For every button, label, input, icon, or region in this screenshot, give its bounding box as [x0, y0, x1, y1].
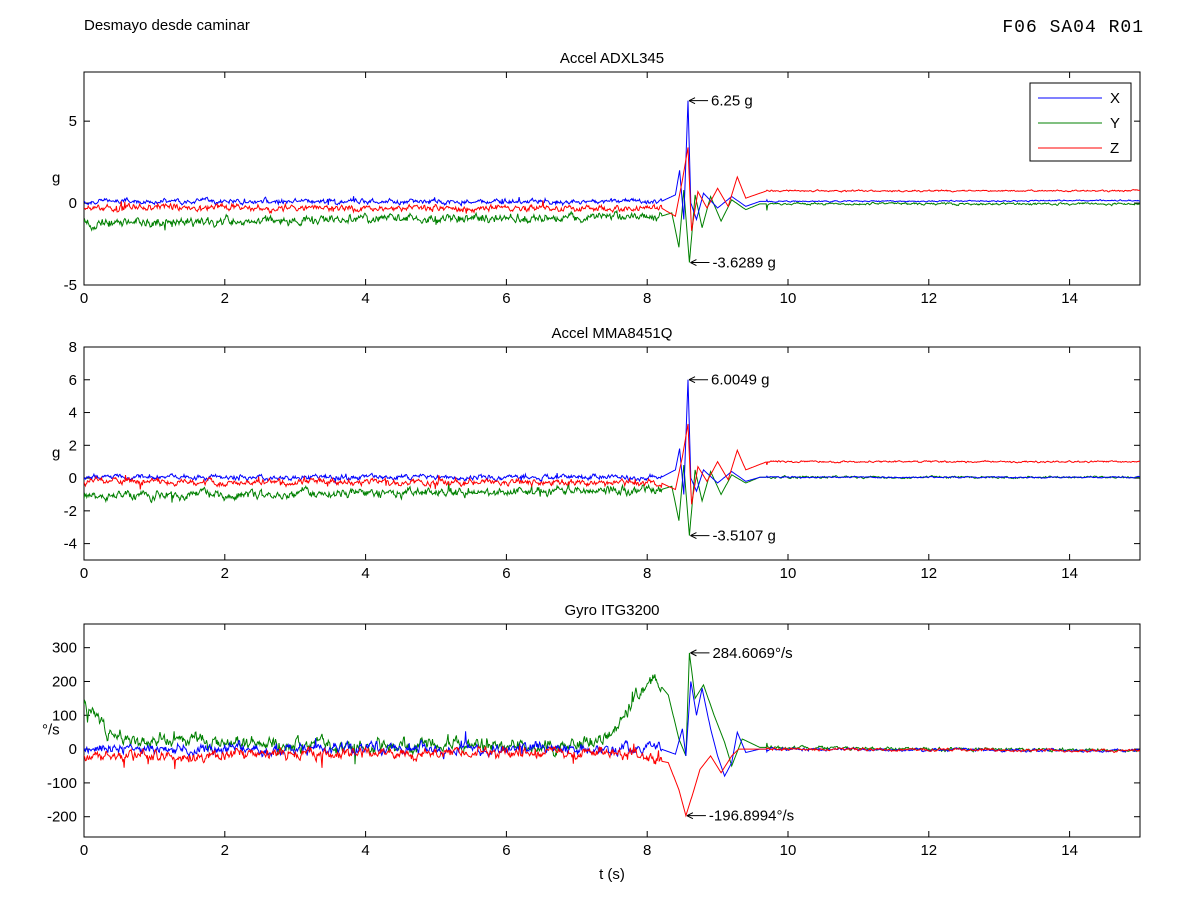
x-axis-label: t (s): [599, 866, 625, 883]
y-tick-label: 0: [69, 741, 77, 758]
y-tick-label: 8: [69, 339, 77, 356]
y-tick-label: -5: [64, 277, 77, 294]
series-line-x: [84, 379, 1140, 495]
y-tick-label: 100: [52, 707, 77, 724]
annotation-2: -3.6289 g: [690, 255, 776, 272]
annotation-arrowhead: [686, 812, 694, 820]
legend-label: X: [1110, 90, 1120, 107]
y-axis-label: g: [52, 445, 60, 462]
chart-title: Accel ADXL345: [560, 50, 664, 67]
annotation-2: -196.8994°/s: [686, 808, 794, 825]
series-line-z: [84, 743, 1140, 818]
annotation-2: -3.5107 g: [690, 528, 776, 545]
annotation-1: 6.0049 g: [688, 372, 769, 389]
x-tick-label: 4: [361, 565, 369, 582]
series-line-z: [84, 423, 1140, 505]
annotation-label: 6.0049 g: [711, 372, 769, 389]
y-tick-label: -2: [64, 503, 77, 520]
x-tick-label: 4: [361, 290, 369, 307]
series-line-y: [84, 189, 1140, 263]
figure-code: F06 SA04 R01: [1002, 18, 1144, 38]
annotation-label: -3.6289 g: [712, 255, 775, 272]
x-tick-label: 8: [643, 290, 651, 307]
x-tick-label: 2: [221, 565, 229, 582]
annotation-arrowhead: [688, 376, 696, 384]
y-tick-label: 5: [69, 113, 77, 130]
series-line-z: [84, 147, 1140, 231]
plot-area: [83, 71, 1141, 286]
annotation-arrowhead: [688, 97, 696, 105]
annotation-arrowhead: [690, 532, 697, 540]
annotation-label: -3.5107 g: [712, 528, 775, 545]
x-tick-label: 6: [502, 290, 510, 307]
series-line-y: [84, 464, 1140, 536]
x-tick-label: 0: [80, 290, 88, 307]
x-tick-label: 8: [643, 565, 651, 582]
y-axis-label: °/s: [42, 722, 60, 739]
chart-panel-3: Gyro ITG3200 0 2 4 6 8 10 12 14 -200 -100 0 100 200 30…: [42, 602, 1141, 883]
annotation-1: 6.25 g: [688, 93, 753, 110]
x-tick-label: 14: [1061, 842, 1078, 859]
plot-area: [83, 623, 1141, 838]
y-tick-label: 200: [52, 673, 77, 690]
y-tick-label: -200: [47, 809, 77, 826]
chart-title: Gyro ITG3200: [564, 602, 659, 619]
legend: XYZ: [1029, 82, 1132, 162]
annotation-arrowhead: [690, 259, 697, 266]
y-tick-label: 4: [69, 405, 77, 422]
y-tick-label: 0: [69, 195, 77, 212]
y-axis-label: g: [52, 170, 60, 187]
series-line-x: [84, 100, 1140, 222]
annotation-arrowhead: [690, 649, 697, 657]
x-tick-label: 14: [1061, 565, 1078, 582]
chart-title: Accel MMA8451Q: [552, 325, 673, 342]
x-tick-label: 2: [221, 290, 229, 307]
x-tick-label: 10: [780, 290, 797, 307]
annotation-label: -196.8994°/s: [709, 808, 794, 825]
legend-label: Y: [1110, 115, 1120, 132]
x-tick-label: 0: [80, 842, 88, 859]
x-tick-label: 12: [920, 842, 937, 859]
annotation-label: 284.6069°/s: [712, 645, 792, 662]
x-tick-label: 10: [780, 842, 797, 859]
y-tick-label: -100: [47, 775, 77, 792]
x-tick-label: 2: [221, 842, 229, 859]
y-tick-label: 300: [52, 640, 77, 657]
annotation-1: 284.6069°/s: [690, 645, 793, 662]
x-tick-label: 12: [920, 565, 937, 582]
y-tick-label: 0: [69, 470, 77, 487]
y-tick-label: 2: [69, 437, 77, 454]
x-tick-label: 6: [502, 565, 510, 582]
x-tick-label: 4: [361, 842, 369, 859]
figure-title: Desmayo desde caminar: [84, 17, 250, 34]
legend-label: Z: [1110, 140, 1119, 157]
plot-area: [83, 346, 1141, 561]
x-tick-label: 0: [80, 565, 88, 582]
y-tick-label: -4: [64, 536, 77, 553]
x-tick-label: 12: [920, 290, 937, 307]
y-tick-label: 6: [69, 372, 77, 389]
x-tick-label: 8: [643, 842, 651, 859]
x-tick-label: 10: [780, 565, 797, 582]
x-tick-label: 14: [1061, 290, 1078, 307]
annotation-label: 6.25 g: [711, 93, 753, 110]
x-tick-label: 6: [502, 842, 510, 859]
chart-panel-2: Accel MMA8451Q 0 2 4 6 8 10 12 14 -4 -2 0 2 4 6 8 g 6.004…: [52, 325, 1141, 582]
